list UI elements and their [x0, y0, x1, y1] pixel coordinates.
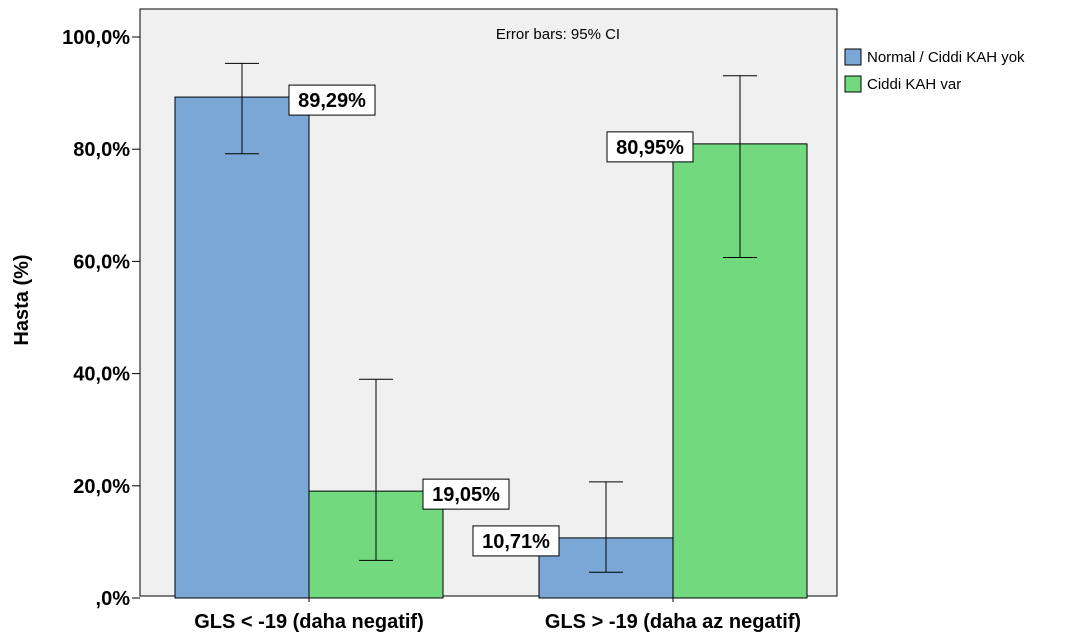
data-label-box [606, 131, 694, 163]
y-tick-label: 100,0% [62, 27, 130, 49]
x-category-label: GLS > -19 (daha az negatif) [545, 611, 801, 633]
data-label-box [288, 84, 376, 116]
data-label: 80,95% [616, 137, 684, 159]
bar [174, 96, 310, 599]
data-label: 89,29% [298, 90, 366, 112]
data-label-box [472, 525, 560, 557]
y-tick-label: 40,0% [73, 364, 130, 386]
x-category-label: GLS < -19 (daha negatif) [194, 611, 423, 633]
error-bars-note: Error bars: 95% CI [496, 26, 620, 43]
legend-swatch [844, 75, 862, 93]
y-tick-label: 60,0% [73, 251, 130, 273]
legend: Normal / Ciddi KAH yok Ciddi KAH var [844, 48, 1025, 93]
legend-label: Ciddi KAH var [867, 76, 961, 93]
x-axis: GLS < -19 (daha negatif) GLS > -19 (daha … [194, 596, 801, 633]
y-axis: ,0% 20,0% 40,0% 60,0% 80,0% 100,0% [62, 27, 140, 610]
y-tick-label: 80,0% [73, 139, 130, 161]
legend-label: Normal / Ciddi KAH yok [867, 49, 1025, 66]
y-tick-label: 20,0% [73, 476, 130, 498]
data-labels: 89,29% 10,71% 19,05% 80,95% [288, 84, 694, 557]
data-label: 19,05% [432, 484, 500, 506]
data-label: 10,71% [482, 531, 550, 553]
y-tick-label: ,0% [96, 588, 131, 610]
error-bars [225, 62, 757, 573]
legend-swatch [844, 48, 862, 66]
y-axis-title: Hasta (%) [11, 254, 33, 345]
data-label-box [422, 478, 510, 510]
